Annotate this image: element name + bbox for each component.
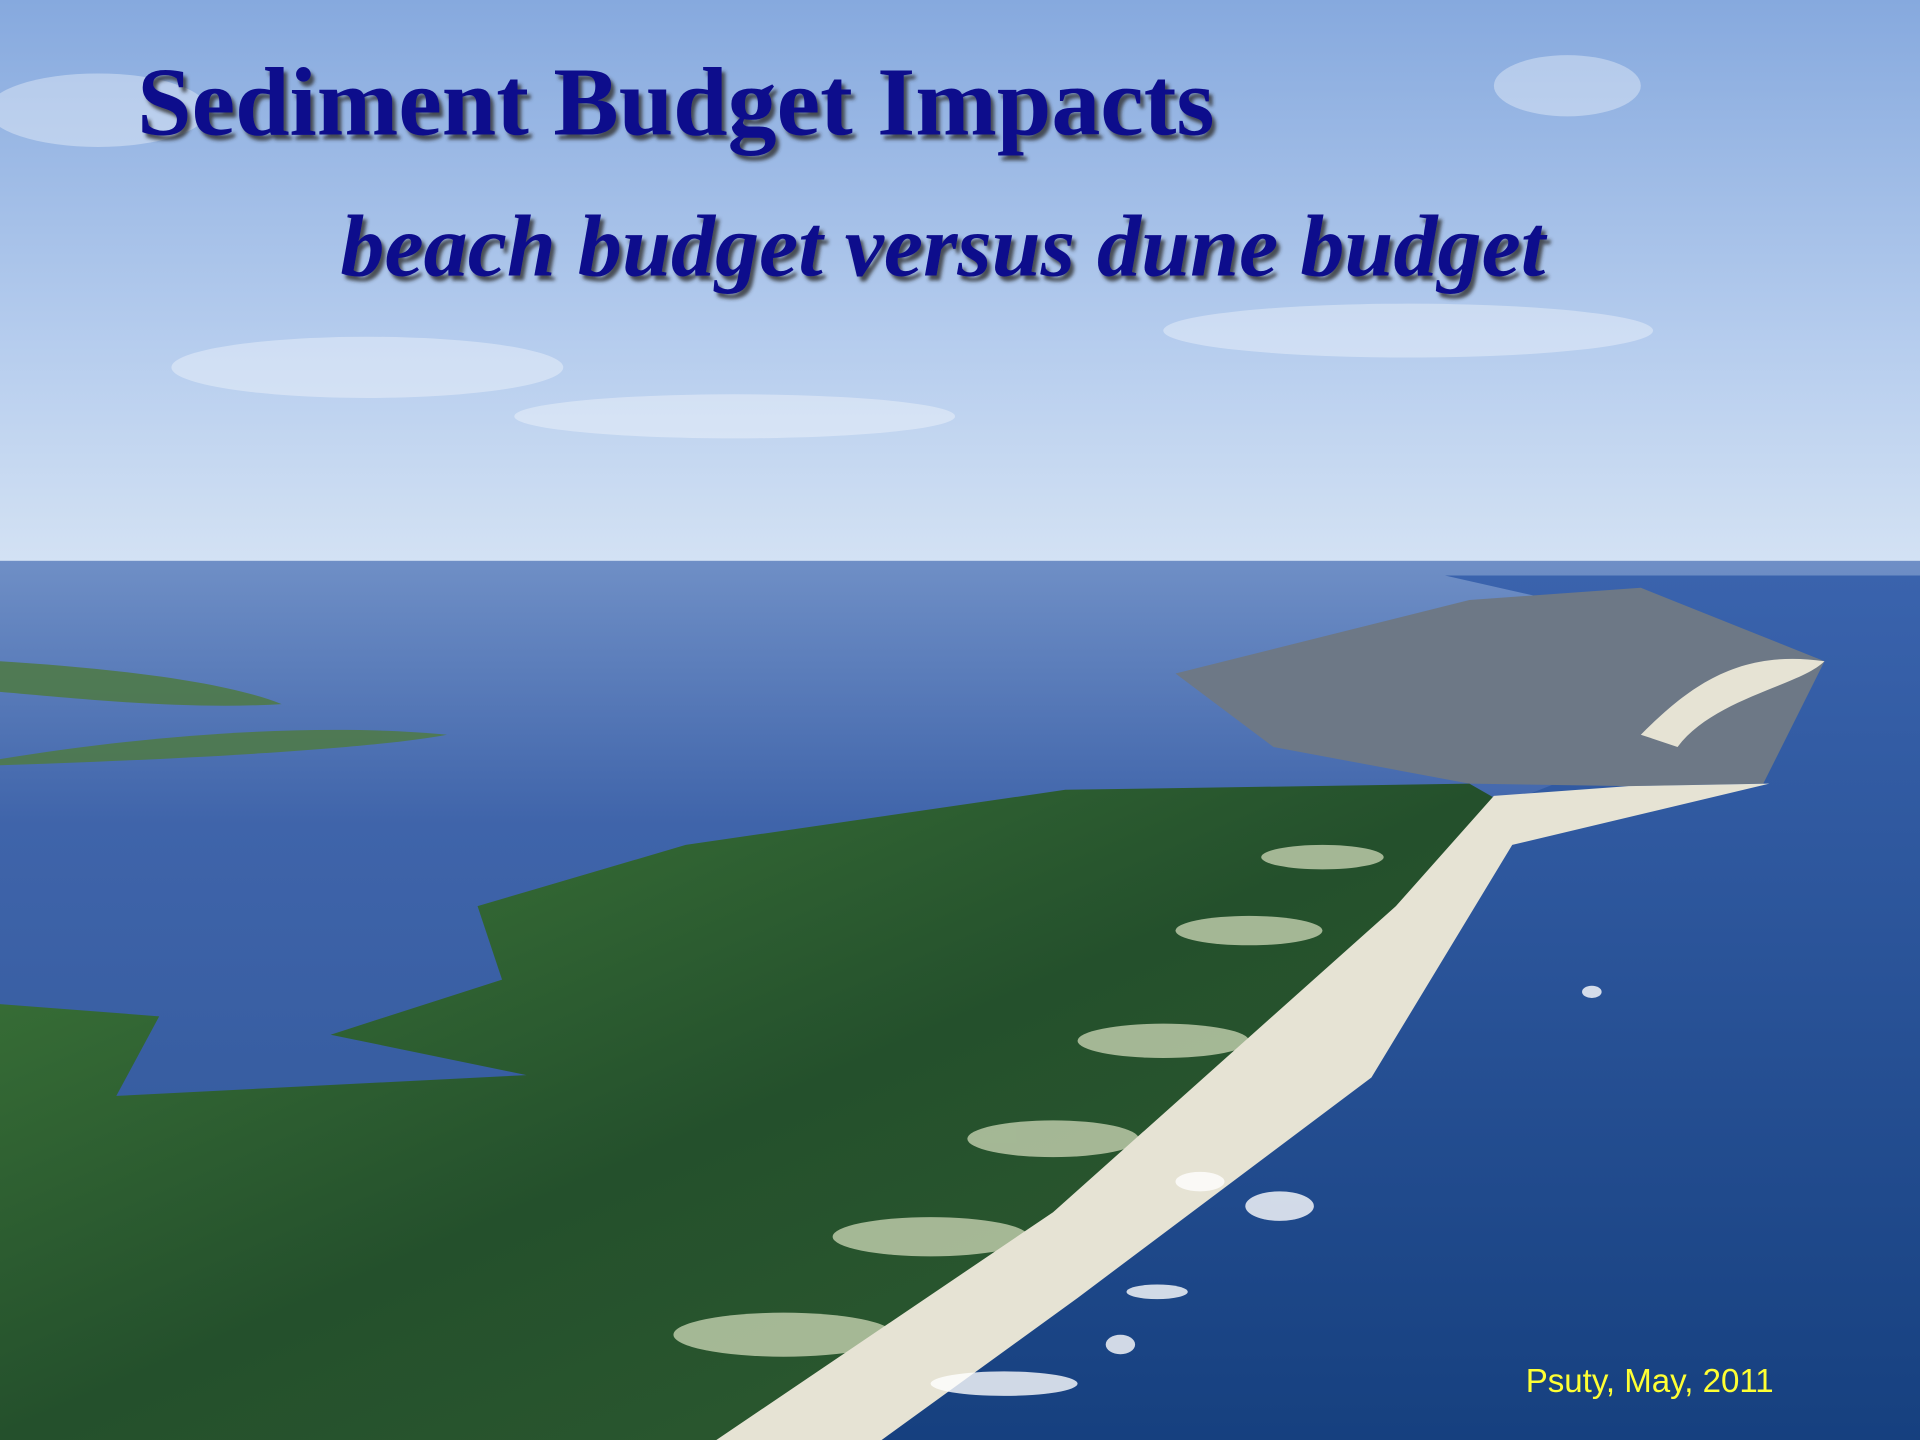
- slide-subtitle: beach budget versus dune budget: [340, 198, 1547, 296]
- clouds: [0, 55, 1654, 439]
- surf: [930, 985, 1602, 1396]
- credit: Psuty, May, 2011: [1526, 1363, 1774, 1400]
- marsh-islands: [0, 661, 447, 766]
- beach-north: [1640, 658, 1825, 747]
- dunes: [673, 844, 1384, 1357]
- slide-title: Sediment Budget Impacts: [137, 49, 1214, 157]
- land: [0, 783, 1513, 1440]
- beach: [716, 783, 1770, 1440]
- sky: [0, 0, 1920, 576]
